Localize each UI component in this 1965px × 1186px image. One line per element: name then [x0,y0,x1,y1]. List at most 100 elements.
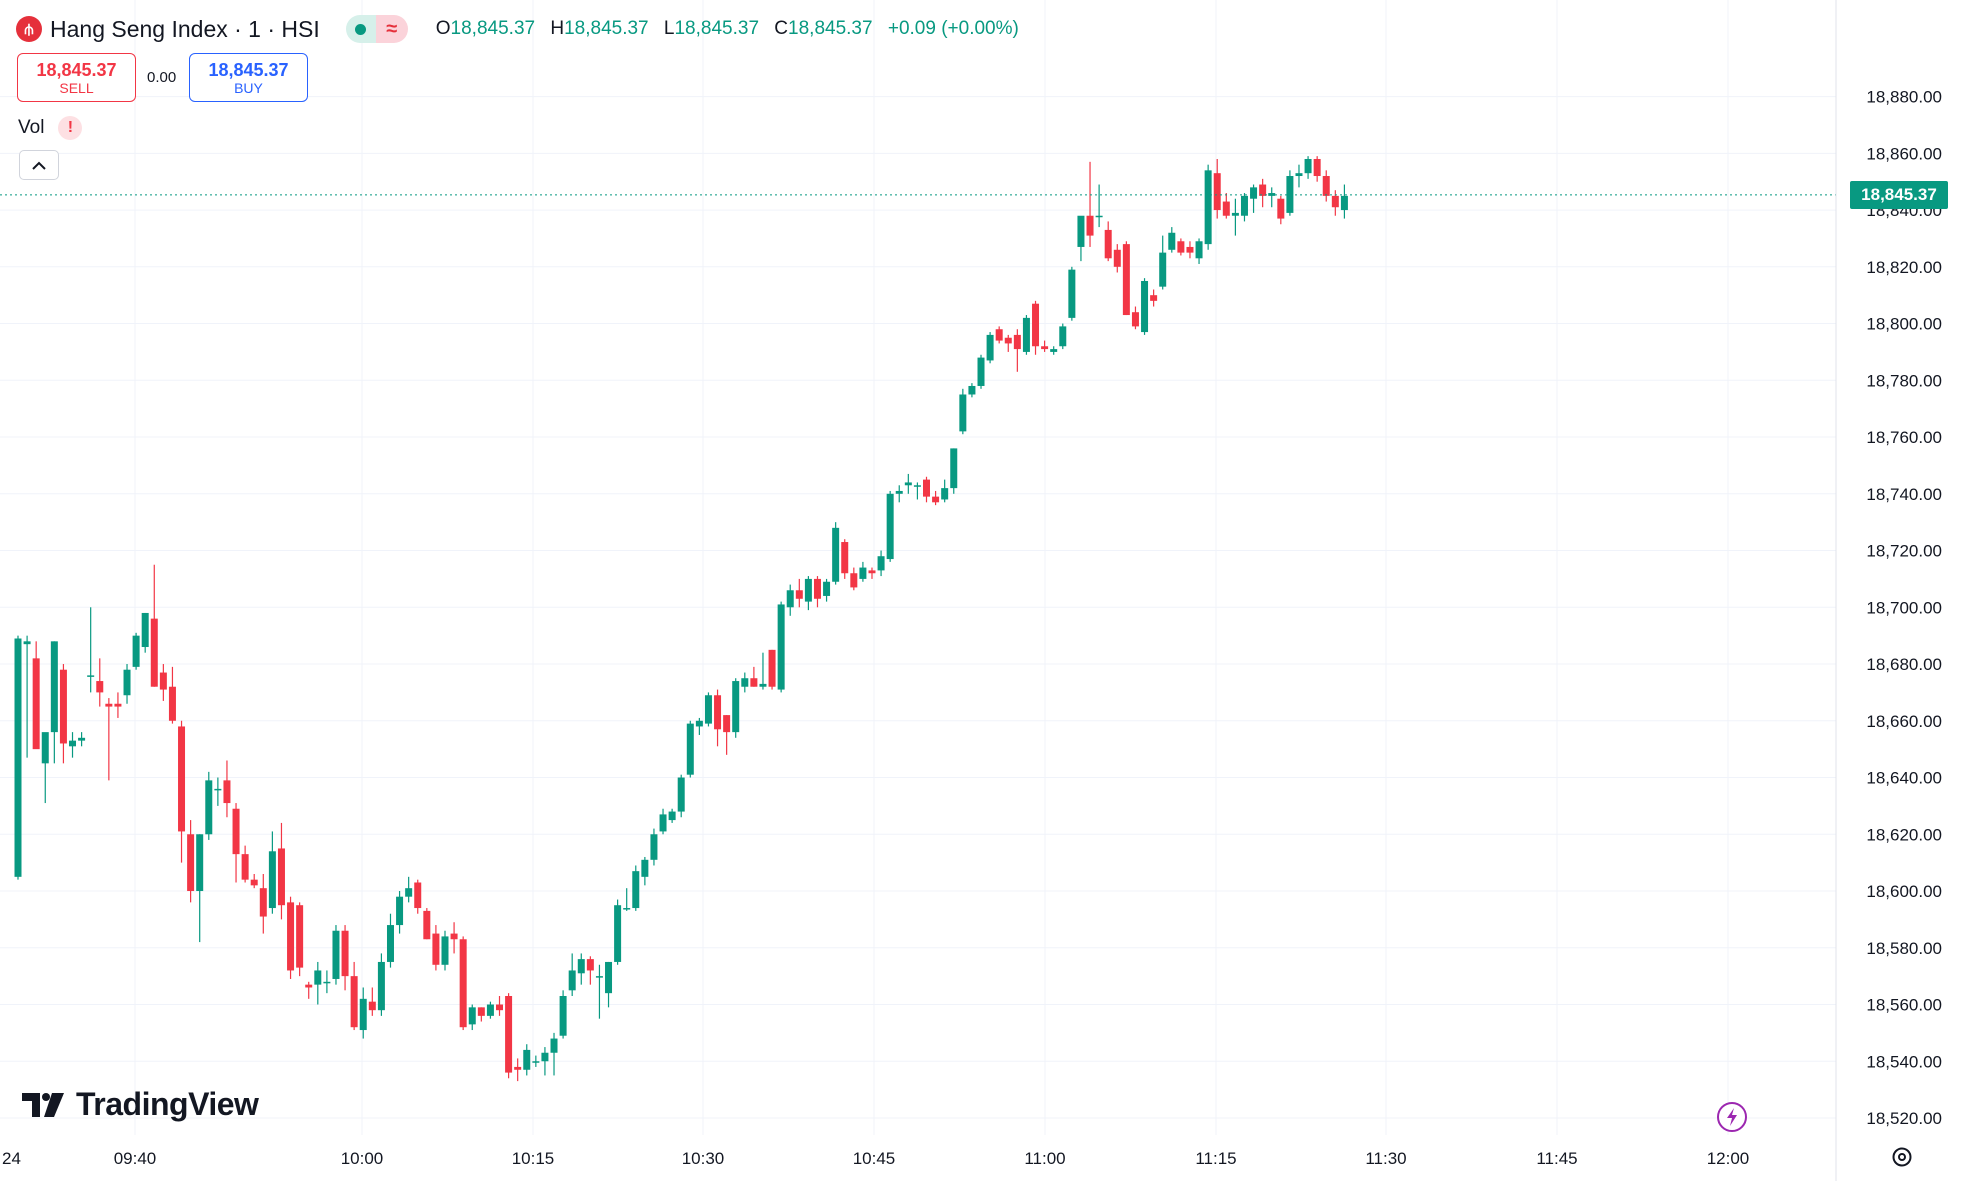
candle [777,601,785,693]
candle [768,649,776,690]
candle-body [614,905,622,962]
candle-body [605,961,613,994]
candle-body [1095,215,1103,218]
candle-body [877,556,885,571]
candle-body [650,834,658,860]
sell-button[interactable]: 18,845.37 SELL [17,53,136,102]
candle-body [832,527,840,582]
x-tick-label: 10:30 [682,1149,725,1168]
buy-label: BUY [234,79,263,96]
candle [14,635,22,880]
candle [704,692,712,727]
candle [505,993,513,1079]
tradingview-logo[interactable]: TradingView [22,1086,259,1123]
candle-body [913,485,921,487]
candle [932,490,940,506]
candle [541,1047,549,1076]
candle-body [586,959,594,971]
candle [1222,193,1230,219]
candle [1231,198,1239,236]
candle-body [386,925,394,962]
candle-body [368,1001,376,1011]
candle [268,831,276,914]
candle [1095,184,1103,228]
candle [159,664,167,701]
candle [605,961,613,1008]
candle-body [178,726,186,832]
lightning-icon[interactable] [1716,1101,1748,1133]
candle [1295,164,1303,188]
candle [595,964,603,1019]
candle [223,760,231,818]
candle-body [123,669,131,696]
sell-label: SELL [59,79,94,96]
buy-button[interactable]: 18,845.37 BUY [189,53,308,102]
candle [332,925,340,985]
candle [414,879,422,914]
candle-body [1168,232,1176,250]
candle [123,664,131,704]
candle [813,576,821,608]
collapse-indicators-button[interactable] [19,150,59,180]
candle-body [523,1049,531,1070]
candle [1331,190,1339,216]
candle-body [968,385,976,395]
candle [1022,315,1030,355]
candle [841,539,849,579]
candle-body [659,814,667,832]
candle [659,808,667,835]
candle [832,522,840,585]
candle-body [632,871,640,909]
open-value: 18,845.37 [450,18,536,39]
candle-body [977,357,985,386]
open-label: O [435,18,451,39]
candle [1195,238,1203,264]
candle-body [732,681,740,733]
candle [59,664,67,764]
spread-value: 0.00 [147,69,177,86]
candle-body [1150,295,1158,301]
candle-body [359,998,367,1031]
candle-body [159,672,167,690]
candle [314,961,322,1005]
candle-body [677,777,685,812]
candle-body [87,675,95,677]
warning-icon[interactable]: ! [58,116,83,140]
hsi-logo-icon: ⫛ [16,16,42,42]
market-status[interactable]: ≈ [345,15,408,43]
candle-body [486,1004,494,1016]
low-label: L [663,18,675,39]
candle [132,632,140,670]
candle-body [941,488,949,500]
settings-gear-icon[interactable] [1891,1146,1913,1168]
candle-body [1286,176,1294,213]
close-value: 18,845.37 [788,18,873,39]
candle-body [505,995,513,1073]
candle-body [1050,349,1058,352]
candle-body [532,1061,540,1063]
candle-body [259,888,267,917]
symbol-title[interactable]: Hang Seng Index · 1 · HSI [50,15,320,42]
y-tick-label: 18,620.00 [1866,825,1942,844]
candle-body [23,641,31,645]
y-tick-label: 18,540.00 [1866,1052,1942,1071]
candle [913,482,921,500]
candle-body [477,1007,485,1016]
volume-indicator[interactable]: Vol ! [18,116,83,140]
candle [32,641,40,750]
x-tick-label: 12:00 [1707,1149,1750,1168]
candle-body [668,811,676,821]
candle [41,732,49,804]
candle [141,612,149,653]
candle-body [1177,241,1185,253]
candle-body [223,780,231,804]
candle-body [886,493,894,560]
candle-body [759,683,767,687]
candle [559,990,567,1039]
candle [1068,266,1076,321]
candle-body [41,732,49,764]
candle [959,388,967,435]
candle [205,771,213,840]
